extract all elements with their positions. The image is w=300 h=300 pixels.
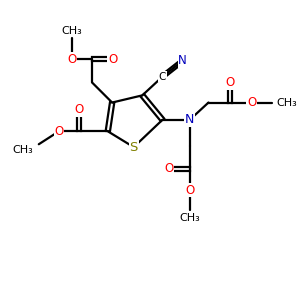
Text: C: C: [159, 72, 166, 82]
Text: O: O: [247, 96, 256, 109]
Text: S: S: [130, 141, 138, 154]
Text: O: O: [74, 103, 84, 116]
Text: CH₃: CH₃: [179, 213, 200, 223]
Text: O: O: [185, 184, 194, 197]
Text: O: O: [67, 53, 76, 66]
Text: O: O: [164, 162, 174, 175]
Text: O: O: [54, 125, 64, 138]
Text: N: N: [178, 54, 187, 67]
Text: CH₃: CH₃: [12, 145, 33, 155]
Text: CH₃: CH₃: [276, 98, 297, 107]
Text: CH₃: CH₃: [61, 26, 82, 36]
Text: O: O: [225, 76, 235, 89]
Text: O: O: [108, 53, 117, 66]
Text: N: N: [185, 113, 194, 126]
